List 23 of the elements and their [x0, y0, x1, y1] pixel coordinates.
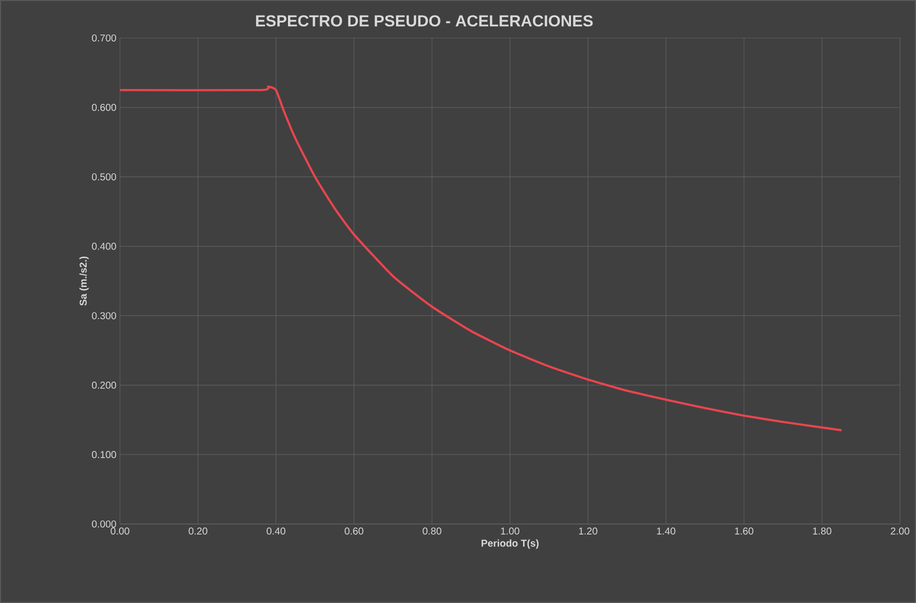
- x-tick-label: 1.40: [657, 528, 676, 535]
- y-tick-label: 0.600: [92, 104, 116, 111]
- x-tick-label: 1.00: [501, 528, 520, 535]
- x-tick-label: 0.80: [422, 528, 442, 535]
- chart-title: ESPECTRO DE PSEUDO - ACELERACIONES: [256, 15, 593, 27]
- x-tick-label: 2.00: [890, 528, 910, 535]
- x-tick-label: 0.20: [188, 528, 208, 535]
- x-tick-label: 0.60: [344, 528, 364, 535]
- y-tick-label: 0.000: [92, 520, 116, 528]
- x-tick-label: 1.60: [735, 528, 754, 535]
- line-series: [118, 86, 843, 432]
- y-tick-label: 0.400: [92, 242, 116, 250]
- x-tick-label: 1.20: [579, 528, 598, 535]
- x-tick-label: 1.80: [813, 528, 832, 535]
- y-tick-label: 0.300: [92, 312, 116, 320]
- y-tick-label: 0.200: [92, 382, 116, 389]
- y-tick-label: 0.700: [92, 34, 116, 42]
- x-tick-label: 0.00: [110, 528, 130, 535]
- y-tick-label: 0.500: [92, 173, 116, 180]
- x-axis-title: Periodo T(s): [482, 539, 539, 549]
- x-tick-label: 0.40: [266, 528, 286, 535]
- y-axis-title: Sa (m./s2.): [79, 256, 89, 306]
- y-tick-label: 0.100: [92, 451, 116, 458]
